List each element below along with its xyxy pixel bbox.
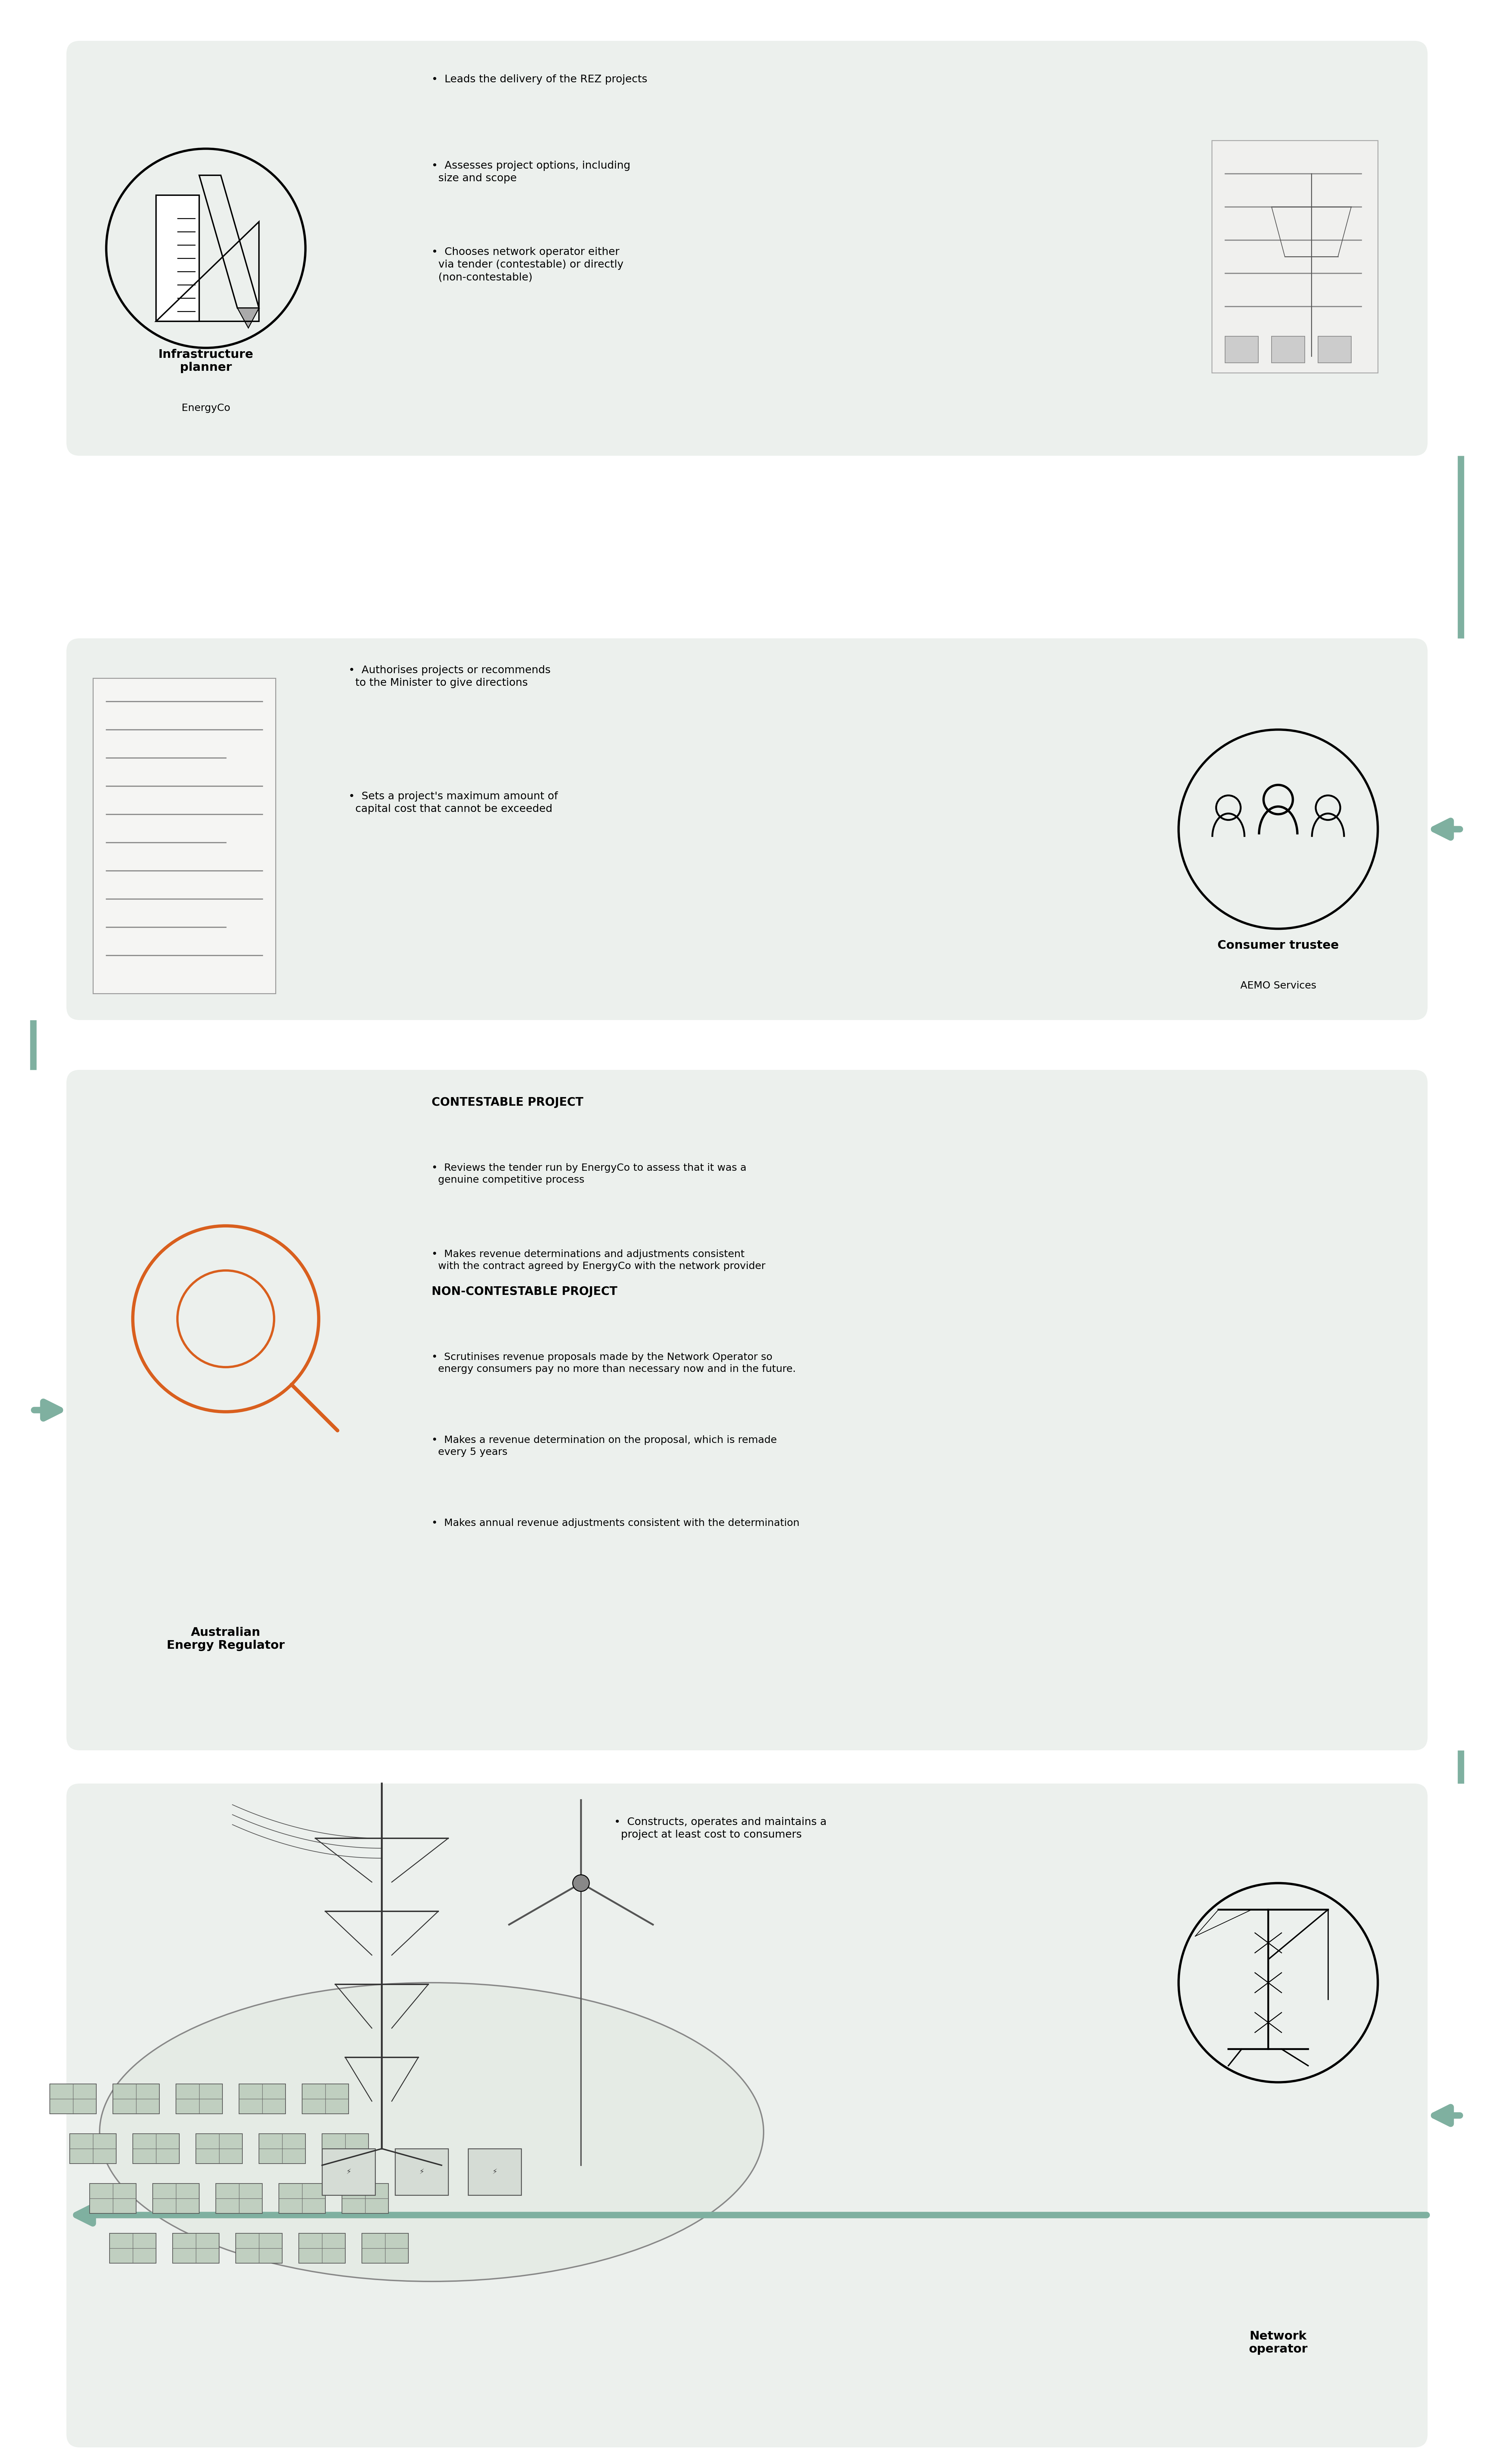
FancyBboxPatch shape xyxy=(215,2183,263,2213)
FancyBboxPatch shape xyxy=(196,2134,242,2163)
Text: NON-CONTESTABLE PROJECT: NON-CONTESTABLE PROJECT xyxy=(432,1286,617,1296)
Text: •  Constructs, operates and maintains a
  project at least cost to consumers: • Constructs, operates and maintains a p… xyxy=(614,1816,826,1841)
FancyBboxPatch shape xyxy=(236,2232,282,2264)
FancyBboxPatch shape xyxy=(1212,140,1377,372)
FancyBboxPatch shape xyxy=(1318,338,1351,362)
FancyBboxPatch shape xyxy=(66,42,1428,456)
FancyBboxPatch shape xyxy=(66,1069,1428,1749)
FancyBboxPatch shape xyxy=(114,2085,160,2114)
FancyBboxPatch shape xyxy=(66,638,1428,1020)
Text: Australian
Energy Regulator: Australian Energy Regulator xyxy=(167,1626,285,1651)
FancyBboxPatch shape xyxy=(258,2134,305,2163)
Circle shape xyxy=(572,1875,589,1892)
FancyBboxPatch shape xyxy=(176,2085,223,2114)
FancyBboxPatch shape xyxy=(49,2085,96,2114)
FancyBboxPatch shape xyxy=(299,2232,345,2264)
FancyBboxPatch shape xyxy=(239,2085,285,2114)
Text: •  Makes annual revenue adjustments consistent with the determination: • Makes annual revenue adjustments consi… xyxy=(432,1518,799,1528)
FancyBboxPatch shape xyxy=(342,2183,388,2213)
Text: EnergyCo: EnergyCo xyxy=(181,404,230,414)
Ellipse shape xyxy=(100,1984,763,2282)
FancyBboxPatch shape xyxy=(133,2134,179,2163)
FancyBboxPatch shape xyxy=(173,2232,220,2264)
Text: Consumer trustee: Consumer trustee xyxy=(1218,939,1339,951)
FancyBboxPatch shape xyxy=(323,2134,369,2163)
Text: •  Assesses project options, including
  size and scope: • Assesses project options, including si… xyxy=(432,160,630,185)
FancyBboxPatch shape xyxy=(394,2149,448,2195)
FancyBboxPatch shape xyxy=(279,2183,326,2213)
Text: Infrastructure
planner: Infrastructure planner xyxy=(158,350,254,372)
FancyBboxPatch shape xyxy=(1225,338,1258,362)
Text: ⚡: ⚡ xyxy=(347,2168,351,2176)
FancyBboxPatch shape xyxy=(109,2232,155,2264)
FancyBboxPatch shape xyxy=(468,2149,521,2195)
Text: •  Makes a revenue determination on the proposal, which is remade
  every 5 year: • Makes a revenue determination on the p… xyxy=(432,1434,777,1456)
FancyBboxPatch shape xyxy=(302,2085,348,2114)
FancyBboxPatch shape xyxy=(1271,338,1304,362)
Text: •  Scrutinises revenue proposals made by the Network Operator so
  energy consum: • Scrutinises revenue proposals made by … xyxy=(432,1353,796,1375)
FancyBboxPatch shape xyxy=(66,1784,1428,2447)
FancyBboxPatch shape xyxy=(155,195,199,323)
FancyBboxPatch shape xyxy=(323,2149,375,2195)
Text: ⚡: ⚡ xyxy=(492,2168,498,2176)
FancyBboxPatch shape xyxy=(90,2183,136,2213)
FancyBboxPatch shape xyxy=(152,2183,199,2213)
Text: ⚡: ⚡ xyxy=(418,2168,424,2176)
Text: •  Authorises projects or recommends
  to the Minister to give directions: • Authorises projects or recommends to t… xyxy=(348,665,551,687)
FancyBboxPatch shape xyxy=(362,2232,408,2264)
FancyBboxPatch shape xyxy=(70,2134,117,2163)
Text: •  Leads the delivery of the REZ projects: • Leads the delivery of the REZ projects xyxy=(432,74,647,84)
Text: •  Makes revenue determinations and adjustments consistent
  with the contract a: • Makes revenue determinations and adjus… xyxy=(432,1249,765,1271)
Text: AEMO Services: AEMO Services xyxy=(1240,981,1316,991)
Text: Network
operator: Network operator xyxy=(1249,2331,1307,2356)
Text: •  Chooses network operator either
  via tender (contestable) or directly
  (non: • Chooses network operator either via te… xyxy=(432,246,623,283)
Text: •  Sets a project's maximum amount of
  capital cost that cannot be exceeded: • Sets a project's maximum amount of cap… xyxy=(348,791,557,813)
Text: •  Reviews the tender run by EnergyCo to assess that it was a
  genuine competit: • Reviews the tender run by EnergyCo to … xyxy=(432,1163,747,1185)
Text: CONTESTABLE PROJECT: CONTESTABLE PROJECT xyxy=(432,1096,583,1109)
Polygon shape xyxy=(238,308,258,328)
FancyBboxPatch shape xyxy=(93,678,275,993)
